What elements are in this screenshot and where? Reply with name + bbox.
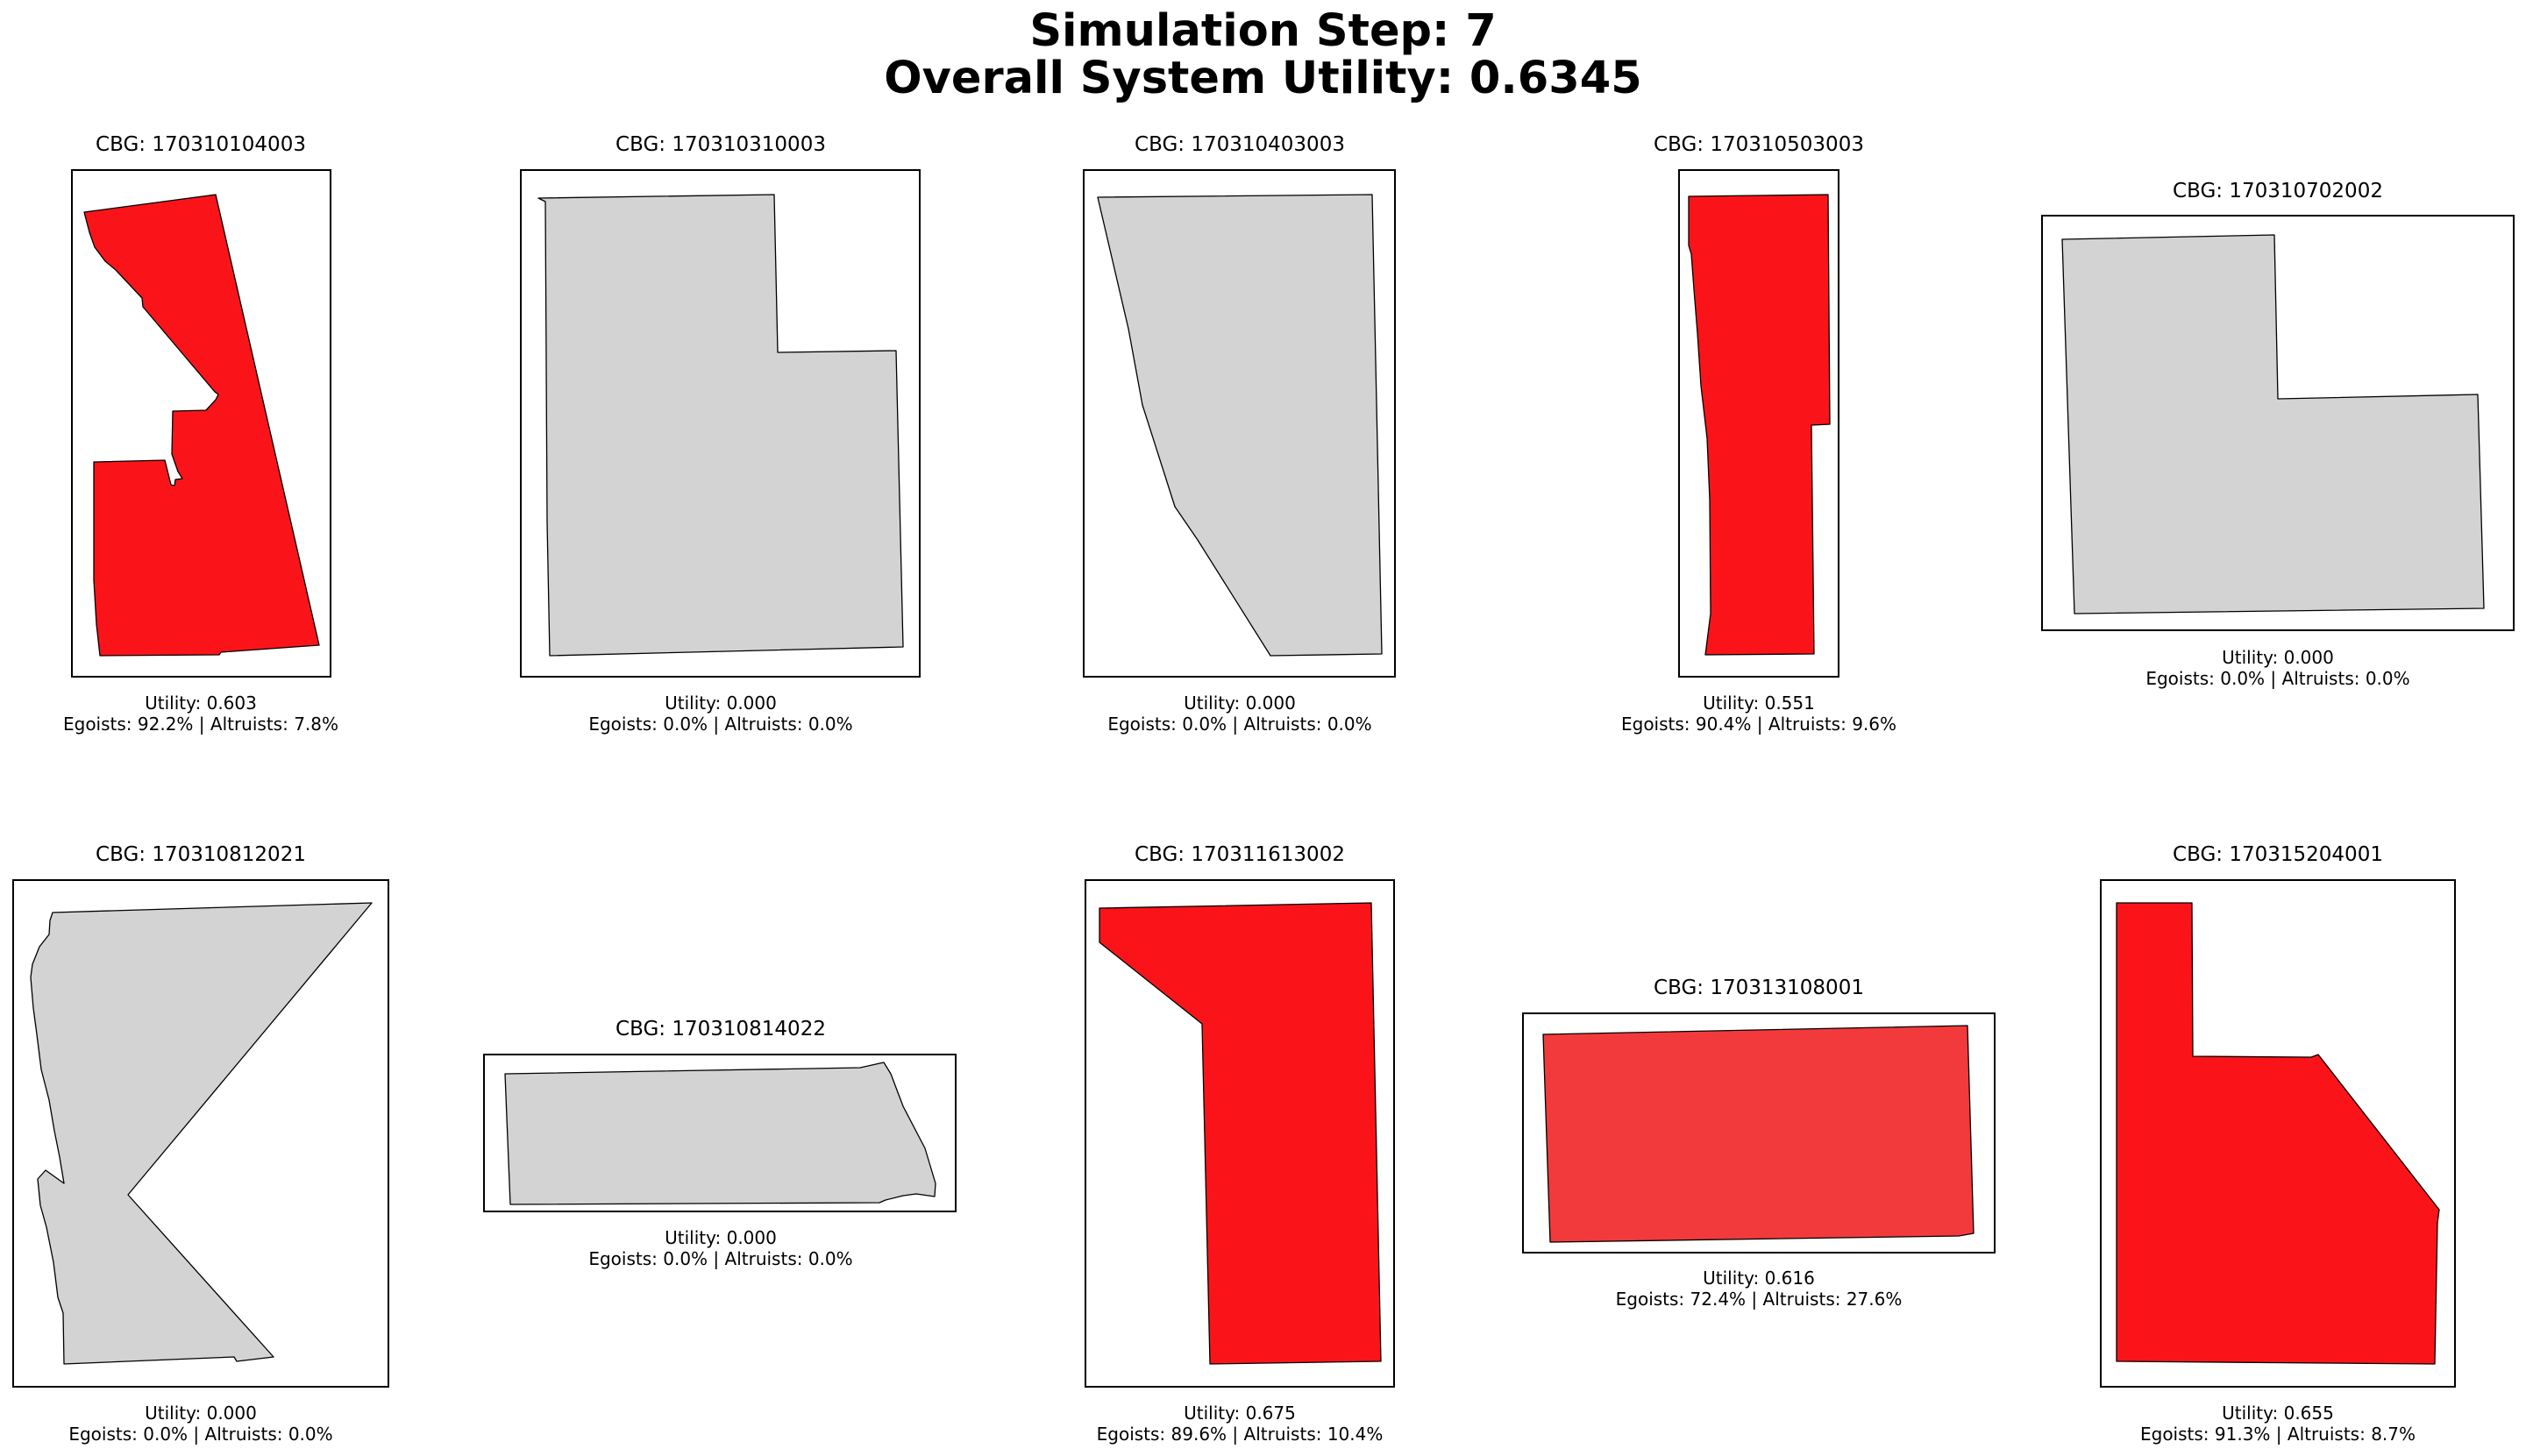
panel-utility-label: Utility: 0.000 <box>1184 692 1296 714</box>
panel-title: CBG: 170311613002 <box>1135 843 1345 866</box>
panel-agent-mix-label: Egoists: 0.0% | Altruists: 0.0% <box>2145 668 2410 689</box>
cbg-region-shape <box>1542 1025 1975 1243</box>
panel-agent-mix-label: Egoists: 91.3% | Altruists: 8.7% <box>2139 1424 2416 1445</box>
panel-title: CBG: 170310503003 <box>1654 133 1864 156</box>
panel-title: CBG: 170310310003 <box>615 133 826 156</box>
panel-title: CBG: 170310104003 <box>96 133 306 156</box>
panel-utility-label: Utility: 0.603 <box>145 692 257 714</box>
panel-utility-label: Utility: 0.551 <box>1703 692 1815 714</box>
panel-utility-label: Utility: 0.675 <box>1184 1403 1296 1424</box>
panel-title: CBG: 170310702002 <box>2173 180 2383 202</box>
cbg-region-shape <box>83 194 320 657</box>
panel-agent-mix-label: Egoists: 72.4% | Altruists: 27.6% <box>1615 1289 1903 1310</box>
panel-title: CBG: 170310814022 <box>615 1018 826 1041</box>
panel-utility-label: Utility: 0.655 <box>2222 1403 2334 1424</box>
panel-agent-mix-label: Egoists: 90.4% | Altruists: 9.6% <box>1620 714 1897 735</box>
cbg-region-shape <box>1688 194 1831 656</box>
figure-title-step: Simulation Step: 7 <box>1029 5 1497 57</box>
panel-agent-mix-label: Egoists: 0.0% | Altruists: 0.0% <box>588 1248 853 1269</box>
cbg-region-shape <box>504 1062 936 1205</box>
panel-agent-mix-label: Egoists: 0.0% | Altruists: 0.0% <box>68 1424 333 1445</box>
panel-utility-label: Utility: 0.000 <box>665 692 777 714</box>
panel-title: CBG: 170310812021 <box>96 843 306 866</box>
panel-title: CBG: 170313108001 <box>1654 977 1864 999</box>
figure-title-utility: Overall System Utility: 0.6345 <box>884 53 1642 104</box>
cbg-region-shape <box>2061 234 2485 614</box>
panel-agent-mix-label: Egoists: 0.0% | Altruists: 0.0% <box>1107 714 1372 735</box>
panel-agent-mix-label: Egoists: 89.6% | Altruists: 10.4% <box>1096 1424 1384 1445</box>
cbg-region-shape <box>1097 194 1383 657</box>
panel-title: CBG: 170310403003 <box>1135 133 1345 156</box>
panel-utility-label: Utility: 0.000 <box>665 1227 777 1248</box>
panel-agent-mix-label: Egoists: 92.2% | Altruists: 7.8% <box>62 714 339 735</box>
cbg-region-shape <box>30 902 373 1365</box>
panel-utility-label: Utility: 0.000 <box>145 1403 257 1424</box>
cbg-region-shape <box>1099 902 1382 1365</box>
panel-utility-label: Utility: 0.000 <box>2222 647 2334 668</box>
panel-utility-label: Utility: 0.616 <box>1703 1268 1815 1289</box>
panel-title: CBG: 170315204001 <box>2173 843 2383 866</box>
cbg-region-shape <box>2116 902 2440 1365</box>
cbg-region-shape <box>537 194 904 657</box>
panel-agent-mix-label: Egoists: 0.0% | Altruists: 0.0% <box>588 714 853 735</box>
